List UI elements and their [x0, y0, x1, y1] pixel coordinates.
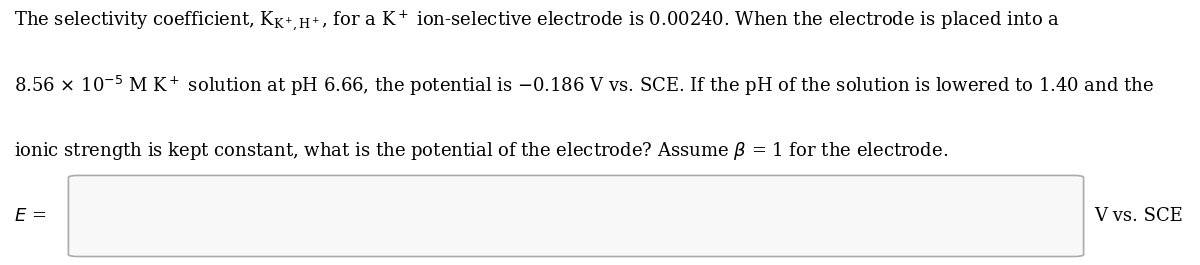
Text: The selectivity coefficient, K$_{\mathregular{K^+\!,H^+}}$, for a K$^+$ ion-sele: The selectivity coefficient, K$_{\mathre… [14, 8, 1061, 33]
Text: $E$ =: $E$ = [14, 207, 47, 225]
FancyBboxPatch shape [68, 175, 1084, 257]
Text: 8.56 $\times$ 10$^{-5}$ M K$^+$ solution at pH 6.66, the potential is $-$0.186 V: 8.56 $\times$ 10$^{-5}$ M K$^+$ solution… [14, 74, 1154, 98]
Text: ionic strength is kept constant, what is the potential of the electrode? Assume : ionic strength is kept constant, what is… [14, 140, 948, 162]
Text: V vs. SCE: V vs. SCE [1094, 207, 1183, 225]
